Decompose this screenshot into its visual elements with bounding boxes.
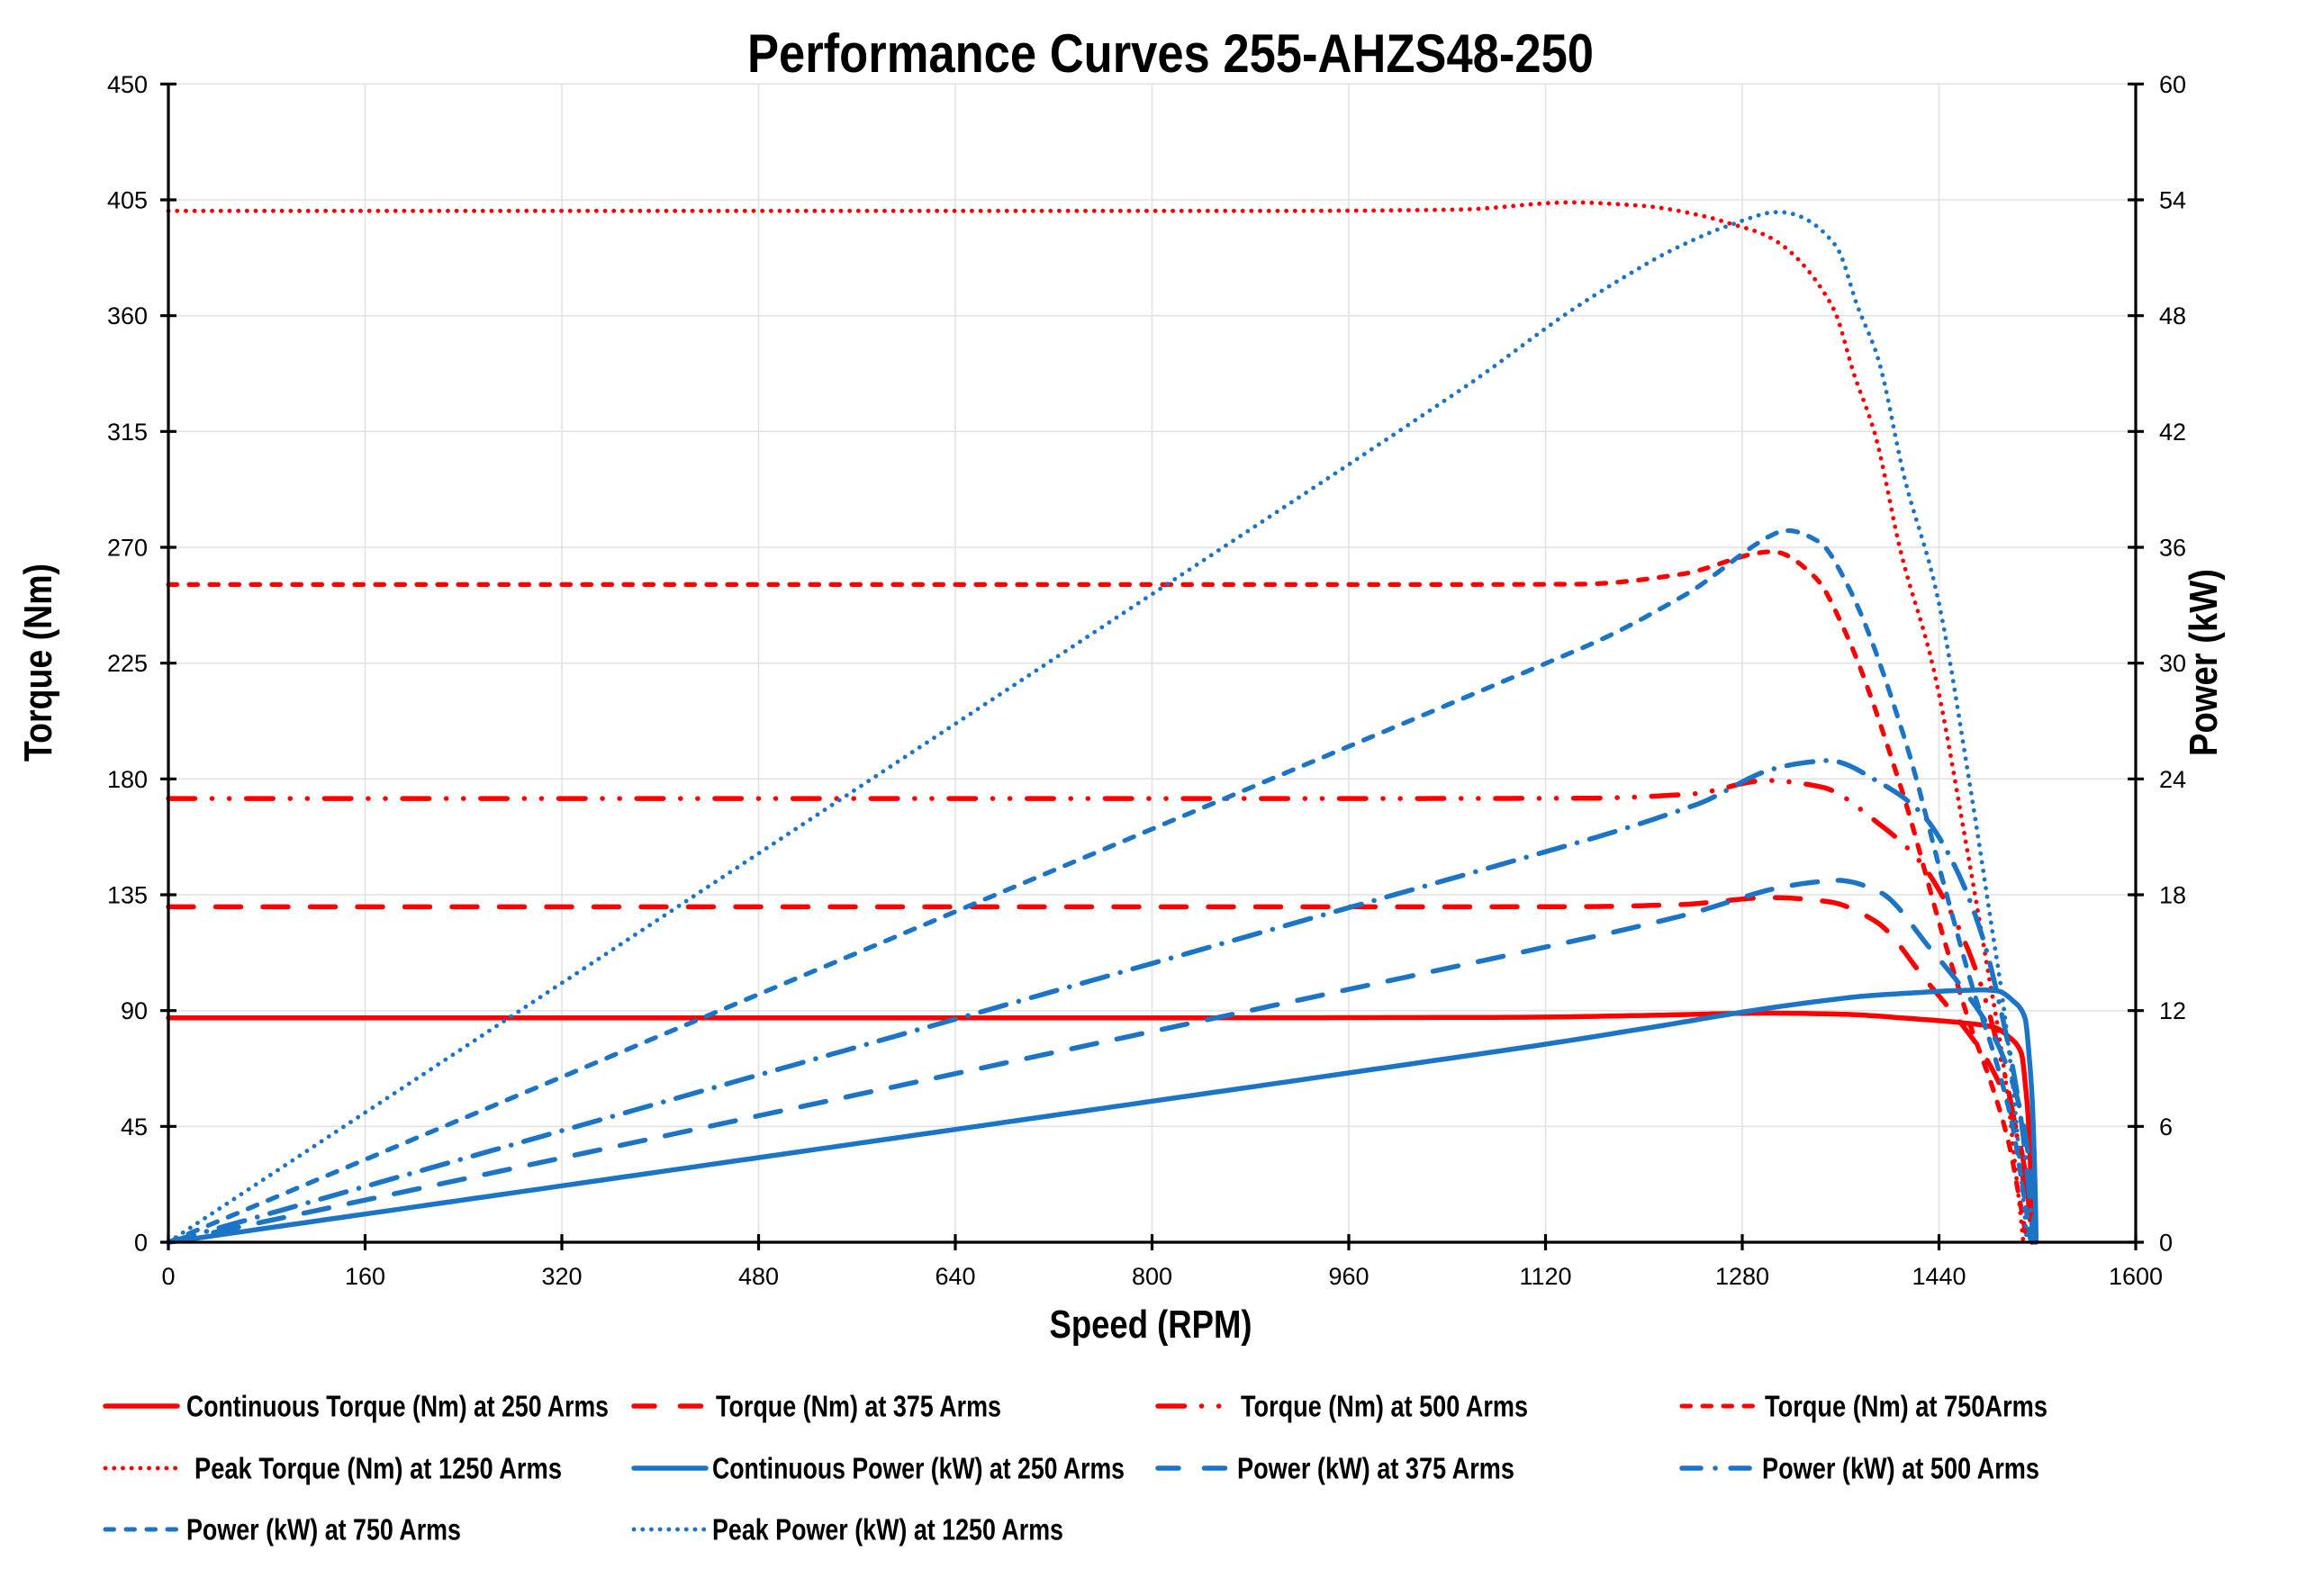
svg-text:Power (kW) at 750 Arms: Power (kW) at 750 Arms (186, 1513, 461, 1546)
svg-text:Power (kW) at 375 Arms: Power (kW) at 375 Arms (1237, 1452, 1514, 1485)
svg-text:450: 450 (107, 71, 148, 98)
svg-text:1120: 1120 (1519, 1263, 1571, 1290)
svg-text:Continuous Power (kW) at 250 A: Continuous Power (kW) at 250 Arms (712, 1452, 1125, 1485)
svg-text:Torque (Nm): Torque (Nm) (16, 564, 60, 762)
svg-text:Performance Curves 255-AHZS48-: Performance Curves 255-AHZS48-250 (747, 23, 1594, 84)
svg-text:Peak Power (kW) at 1250 Arms: Peak Power (kW) at 1250 Arms (712, 1513, 1063, 1546)
svg-text:24: 24 (2159, 766, 2186, 793)
svg-text:1600: 1600 (2109, 1263, 2163, 1290)
svg-text:Power (kW) at 500 Arms: Power (kW) at 500 Arms (1762, 1452, 2039, 1485)
svg-text:315: 315 (107, 419, 148, 446)
svg-text:54: 54 (2159, 187, 2186, 214)
svg-text:270: 270 (107, 535, 148, 562)
svg-text:0: 0 (2159, 1230, 2173, 1257)
svg-text:Speed (RPM): Speed (RPM) (1050, 1303, 1252, 1347)
svg-text:36: 36 (2159, 535, 2186, 562)
svg-text:60: 60 (2159, 71, 2186, 98)
svg-text:480: 480 (738, 1263, 779, 1290)
svg-text:180: 180 (107, 766, 148, 793)
svg-text:800: 800 (1132, 1263, 1172, 1290)
svg-text:Power (kW): Power (kW) (2182, 569, 2226, 756)
svg-text:12: 12 (2159, 997, 2186, 1024)
svg-text:1440: 1440 (1912, 1263, 1966, 1290)
svg-text:160: 160 (345, 1263, 385, 1290)
svg-text:Peak Torque (Nm) at 1250 Arms: Peak Torque (Nm) at 1250 Arms (194, 1452, 562, 1485)
svg-text:90: 90 (121, 997, 148, 1024)
svg-text:Continuous Torque (Nm) at 250: Continuous Torque (Nm) at 250 Arms (186, 1390, 609, 1423)
svg-text:1280: 1280 (1715, 1263, 1769, 1290)
svg-text:48: 48 (2159, 302, 2186, 329)
svg-text:Torque (Nm) at 375 Arms: Torque (Nm) at 375 Arms (716, 1390, 1001, 1423)
svg-text:42: 42 (2159, 419, 2186, 446)
svg-text:225: 225 (107, 650, 148, 677)
svg-text:0: 0 (161, 1263, 175, 1290)
svg-text:405: 405 (107, 187, 148, 214)
svg-text:45: 45 (121, 1114, 148, 1141)
svg-text:30: 30 (2159, 650, 2186, 677)
svg-text:135: 135 (107, 882, 148, 909)
svg-text:Torque (Nm) at 500 Arms: Torque (Nm) at 500 Arms (1241, 1390, 1528, 1423)
svg-text:640: 640 (935, 1263, 975, 1290)
svg-text:Torque (Nm) at 750Arms: Torque (Nm) at 750Arms (1765, 1390, 2047, 1423)
svg-text:360: 360 (107, 302, 148, 329)
svg-text:960: 960 (1328, 1263, 1369, 1290)
svg-text:320: 320 (541, 1263, 582, 1290)
svg-text:6: 6 (2159, 1114, 2173, 1141)
svg-text:18: 18 (2159, 882, 2186, 909)
svg-text:0: 0 (134, 1230, 148, 1257)
